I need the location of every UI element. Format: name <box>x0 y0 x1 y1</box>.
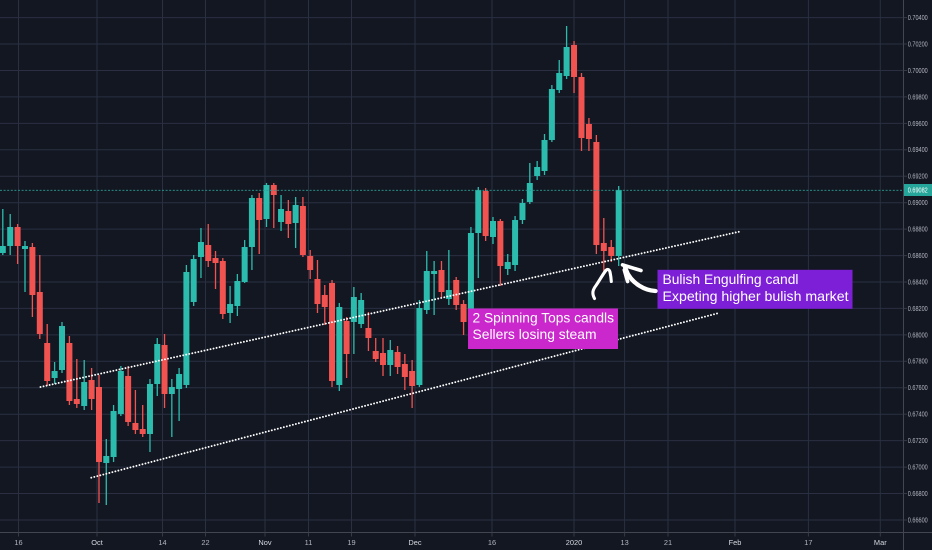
svg-text:16: 16 <box>488 538 496 547</box>
svg-text:0.66800: 0.66800 <box>908 489 928 498</box>
svg-text:Feb: Feb <box>729 538 742 547</box>
svg-text:0.67000: 0.67000 <box>908 463 928 472</box>
svg-text:2020: 2020 <box>566 538 582 547</box>
svg-text:19: 19 <box>347 538 355 547</box>
svg-text:0.69200: 0.69200 <box>908 172 928 181</box>
svg-text:0.69000: 0.69000 <box>908 198 928 207</box>
svg-text:0.69082: 0.69082 <box>908 185 928 194</box>
svg-text:Nov: Nov <box>258 538 271 547</box>
svg-text:0.68000: 0.68000 <box>908 330 928 339</box>
svg-text:0.67400: 0.67400 <box>908 410 928 419</box>
svg-text:0.69800: 0.69800 <box>908 92 928 101</box>
svg-text:21: 21 <box>664 538 672 547</box>
svg-text:0.68400: 0.68400 <box>908 277 928 286</box>
svg-text:0.66600: 0.66600 <box>908 515 928 524</box>
svg-text:Bulish Engulfing candl: Bulish Engulfing candl <box>663 272 799 287</box>
svg-text:0.70000: 0.70000 <box>908 66 928 75</box>
svg-text:14: 14 <box>158 538 166 547</box>
svg-text:16: 16 <box>14 538 22 547</box>
svg-text:17: 17 <box>804 538 812 547</box>
svg-text:Expeting higher bulish market: Expeting higher bulish market <box>663 289 849 304</box>
svg-text:Sellers losing steam: Sellers losing steam <box>473 327 597 342</box>
svg-text:Oct: Oct <box>91 538 103 547</box>
svg-text:11: 11 <box>305 538 313 547</box>
svg-text:0.68200: 0.68200 <box>908 304 928 313</box>
svg-text:Mar: Mar <box>874 538 887 547</box>
svg-text:0.69400: 0.69400 <box>908 145 928 154</box>
svg-text:0.67600: 0.67600 <box>908 383 928 392</box>
svg-text:0.67200: 0.67200 <box>908 436 928 445</box>
svg-text:0.68800: 0.68800 <box>908 225 928 234</box>
svg-text:0.67800: 0.67800 <box>908 357 928 366</box>
svg-text:0.68600: 0.68600 <box>908 251 928 260</box>
svg-text:Dec: Dec <box>408 538 421 547</box>
svg-text:0.70400: 0.70400 <box>908 13 928 22</box>
svg-text:2 Spinning Tops candls: 2 Spinning Tops candls <box>473 311 615 326</box>
svg-text:22: 22 <box>201 538 209 547</box>
svg-text:13: 13 <box>620 538 628 547</box>
svg-text:0.69600: 0.69600 <box>908 119 928 128</box>
svg-text:0.70200: 0.70200 <box>908 39 928 48</box>
